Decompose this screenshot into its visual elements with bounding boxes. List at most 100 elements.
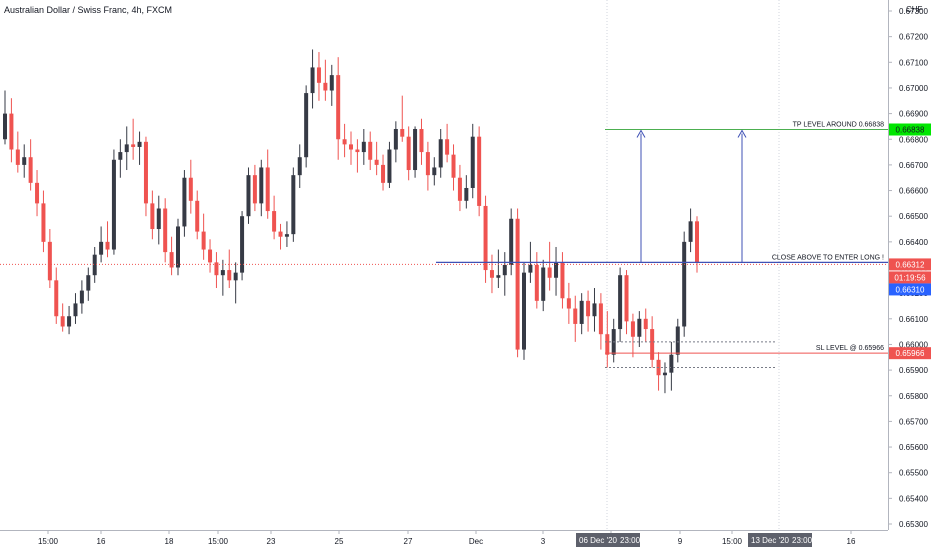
candle — [630, 313, 635, 358]
y-tick-label: 0.65800 — [899, 392, 928, 401]
candle-body — [413, 128, 418, 171]
y-tick-label: 0.66800 — [899, 135, 928, 144]
candle — [79, 280, 84, 314]
candle-body — [598, 303, 603, 335]
candle-body — [477, 136, 482, 206]
candle — [233, 262, 238, 304]
candle — [432, 157, 437, 186]
candle — [99, 226, 104, 263]
candle-body — [662, 372, 667, 376]
candle-body — [15, 149, 20, 165]
candle-body — [35, 182, 40, 204]
candle — [9, 98, 14, 163]
candle — [669, 341, 674, 391]
candle — [387, 141, 392, 188]
price-badges: 0.66838 0.66312 01:19:56 0.66310 0.65966 06 D… — [576, 123, 931, 547]
sl-price-badge: 0.65966 — [889, 347, 931, 360]
y-axis-unit: CHF — [906, 5, 923, 14]
candle — [688, 208, 693, 253]
candle — [547, 241, 552, 291]
candle-body — [464, 187, 469, 201]
candle-body — [502, 264, 507, 276]
blue-price-badge: 0.66310 — [889, 283, 931, 296]
candle-body — [278, 231, 283, 237]
candle-body — [624, 275, 629, 322]
candle-body — [675, 326, 680, 355]
candle-body — [214, 262, 219, 276]
candle-body — [381, 164, 386, 183]
candle — [451, 144, 456, 191]
y-tick-label: 0.66700 — [899, 161, 928, 170]
candle-body — [470, 136, 475, 188]
candle — [400, 95, 405, 142]
candle — [3, 90, 7, 145]
candle — [425, 141, 430, 191]
candle-body — [291, 175, 296, 235]
candle — [304, 85, 309, 168]
candle-body — [425, 152, 430, 176]
candle — [682, 231, 687, 337]
candle — [150, 190, 155, 240]
candle — [28, 139, 33, 191]
candle — [310, 49, 315, 109]
candle — [182, 170, 187, 237]
candle — [637, 311, 642, 348]
candle — [188, 159, 193, 214]
candle — [374, 141, 379, 176]
candle — [419, 118, 424, 165]
candle — [15, 131, 20, 173]
candle-body — [451, 154, 456, 178]
candle-body — [554, 262, 559, 278]
candle-body — [272, 211, 277, 232]
candle-body — [259, 167, 264, 204]
candle-body — [618, 275, 623, 330]
entry-level-label: CLOSE ABOVE TO ENTER LONG ! — [772, 254, 884, 261]
candle-body — [400, 128, 405, 137]
candle — [201, 213, 206, 260]
candle-body — [509, 218, 514, 265]
candle-body — [92, 254, 97, 276]
candle — [566, 282, 571, 324]
candle-body — [547, 267, 552, 278]
candle — [47, 229, 52, 289]
candle-body — [342, 139, 347, 145]
candle — [67, 305, 72, 335]
x-tick-label: 15:00 — [38, 537, 59, 546]
y-tick-label: 0.66400 — [899, 238, 928, 247]
candle-body — [304, 93, 309, 158]
candle — [284, 221, 289, 247]
candle-body — [47, 241, 52, 281]
candle-body — [310, 67, 315, 94]
current-price-badge-bg — [889, 258, 931, 271]
candle — [22, 144, 27, 178]
y-tick-label: 0.65900 — [899, 366, 928, 375]
candle — [675, 318, 680, 363]
x-tick-label: 3 — [541, 537, 546, 546]
candle-body — [150, 203, 155, 230]
sl-price-badge-text: 0.65966 — [896, 349, 925, 358]
x-tick-label: 23 — [267, 537, 276, 546]
candle-body — [284, 234, 289, 237]
candle — [381, 154, 386, 191]
y-tick-label: 0.66900 — [899, 110, 928, 119]
candle — [278, 223, 283, 250]
x-tick-label: 25 — [335, 537, 344, 546]
candle — [342, 123, 347, 158]
candle-body — [579, 300, 584, 324]
candles — [3, 49, 699, 394]
chart-title: Australian Dollar / Swiss Franc, 4h, FXC… — [4, 5, 173, 15]
candle — [496, 249, 501, 289]
candle — [586, 290, 591, 332]
candle-body — [54, 280, 59, 317]
candle — [579, 293, 584, 335]
candle — [650, 316, 655, 368]
candle-body — [438, 139, 443, 168]
candle-body — [393, 128, 398, 150]
candle-body — [105, 241, 110, 250]
candle-body — [489, 270, 494, 278]
candle — [195, 190, 200, 240]
candle-body — [630, 321, 635, 337]
candle-body — [368, 141, 373, 160]
